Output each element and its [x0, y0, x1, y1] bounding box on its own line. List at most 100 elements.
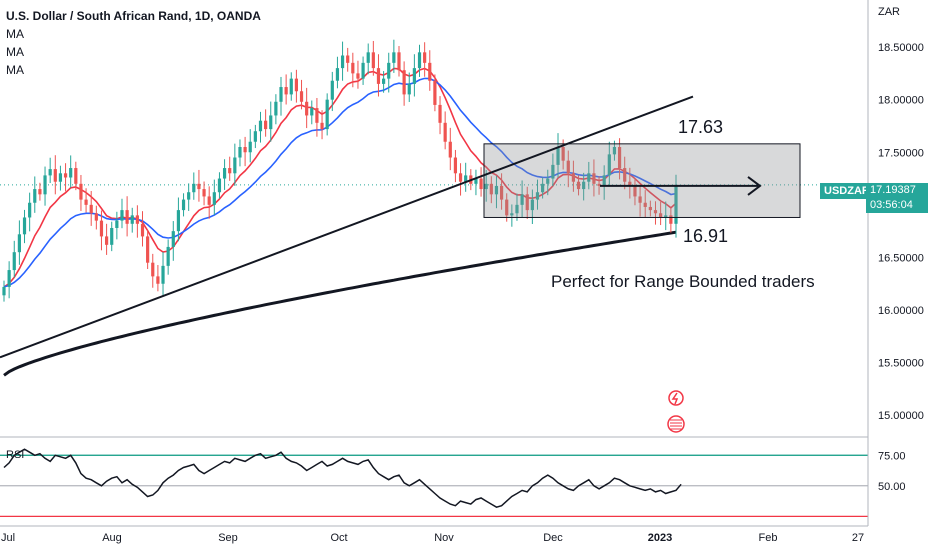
- indicator-ma-2[interactable]: MA: [6, 45, 24, 59]
- candle-body: [556, 147, 560, 165]
- candle-body: [371, 52, 375, 69]
- price-tick-label: 15.50000: [878, 358, 924, 370]
- candle-body: [238, 147, 242, 158]
- candle-body: [582, 181, 586, 190]
- candle-body: [310, 108, 314, 116]
- candle-body: [248, 141, 252, 153]
- candle-body: [366, 52, 370, 63]
- rsi-label: RSI: [6, 449, 25, 461]
- candle-body: [464, 175, 468, 182]
- trend-line: [0, 95, 694, 359]
- flag-event-icon: [667, 415, 685, 433]
- candle-body: [156, 276, 160, 284]
- candle-body: [423, 52, 427, 63]
- candle-body: [525, 194, 529, 211]
- candle-body: [484, 183, 488, 190]
- candle-body: [74, 168, 78, 184]
- candle-body: [299, 91, 304, 102]
- support-annotation: 16.91: [683, 226, 729, 246]
- candle-body: [53, 169, 57, 182]
- candle-body: [79, 183, 83, 200]
- candle-body: [48, 169, 52, 176]
- candle-body: [166, 246, 170, 266]
- candle-body: [315, 108, 319, 123]
- candle-body: [94, 213, 98, 221]
- symbol-badge: USDZAR: [820, 183, 874, 199]
- candle-body: [397, 52, 401, 71]
- candle-body: [674, 184, 678, 224]
- indicator-ma-3[interactable]: MA: [6, 63, 24, 77]
- candle-body: [566, 160, 570, 174]
- candle-body: [407, 83, 411, 95]
- time-tick-label: Aug: [102, 532, 122, 544]
- candle-body: [433, 80, 437, 105]
- candle-body: [120, 210, 124, 221]
- candle-body: [653, 210, 658, 214]
- candle-body: [12, 252, 16, 271]
- candle-body: [176, 210, 181, 232]
- candle-body: [258, 120, 263, 132]
- candle-body: [135, 215, 139, 224]
- candle-body: [628, 181, 632, 186]
- candle-body: [520, 194, 524, 205]
- candle-body: [140, 223, 145, 237]
- time-tick-label: Jul: [1, 532, 15, 544]
- candle-body: [499, 185, 504, 200]
- price-tick-label: 17.50000: [878, 147, 924, 159]
- candle-body: [207, 196, 211, 205]
- candle-body: [623, 168, 627, 182]
- candle-body: [110, 227, 114, 245]
- lightning-event-glyph: [671, 392, 679, 405]
- candle-body: [659, 213, 663, 218]
- candle-body: [392, 52, 396, 63]
- candle-body: [264, 120, 268, 130]
- candle-body: [84, 199, 88, 205]
- candle-body: [197, 183, 201, 190]
- candle-body: [217, 178, 222, 193]
- candle-body: [505, 199, 509, 216]
- candle-body: [335, 68, 340, 81]
- candle-body: [494, 185, 499, 195]
- bar-countdown: 03:56:04: [870, 199, 913, 211]
- candle-body: [438, 104, 442, 123]
- time-tick-label: 2023: [648, 532, 672, 544]
- candle-body: [43, 175, 47, 195]
- rsi-tick-label: 75.00: [878, 450, 906, 462]
- indicator-ma-1[interactable]: MA: [6, 27, 24, 41]
- candle-body: [643, 202, 647, 207]
- candle-body: [340, 55, 345, 69]
- candle-body: [448, 141, 452, 158]
- candle-body: [479, 178, 483, 190]
- candle-body: [402, 70, 406, 95]
- candle-body: [222, 168, 227, 179]
- ma-mid-line: [3, 77, 677, 288]
- candle-body: [289, 78, 293, 95]
- candle-body: [443, 122, 447, 142]
- candle-body: [89, 204, 93, 214]
- candle-body: [587, 173, 591, 182]
- candle-body: [58, 173, 63, 182]
- comment-annotation: Perfect for Range Bounded traders: [551, 272, 815, 291]
- resistance-annotation: 17.63: [678, 117, 724, 137]
- ma-fast-line: [3, 67, 677, 288]
- price-unit-label: ZAR: [878, 6, 900, 18]
- candle-body: [474, 178, 478, 184]
- candle-body: [602, 175, 606, 186]
- candle-body: [489, 183, 493, 195]
- candle-body: [515, 204, 519, 214]
- time-tick-label: Feb: [759, 532, 778, 544]
- candle-body: [171, 231, 175, 247]
- candle-body: [17, 234, 21, 253]
- range-arrow-head: [747, 176, 762, 196]
- rsi-tick-label: 50.00: [878, 481, 906, 493]
- candle-body: [28, 202, 32, 218]
- candle-body: [530, 199, 534, 211]
- candle-body: [294, 78, 298, 92]
- candle-body: [453, 157, 458, 174]
- candle-body: [99, 220, 104, 237]
- candle-body: [181, 199, 186, 211]
- candle-body: [243, 147, 247, 153]
- time-tick-label: 27: [852, 532, 864, 544]
- candle-body: [382, 78, 386, 84]
